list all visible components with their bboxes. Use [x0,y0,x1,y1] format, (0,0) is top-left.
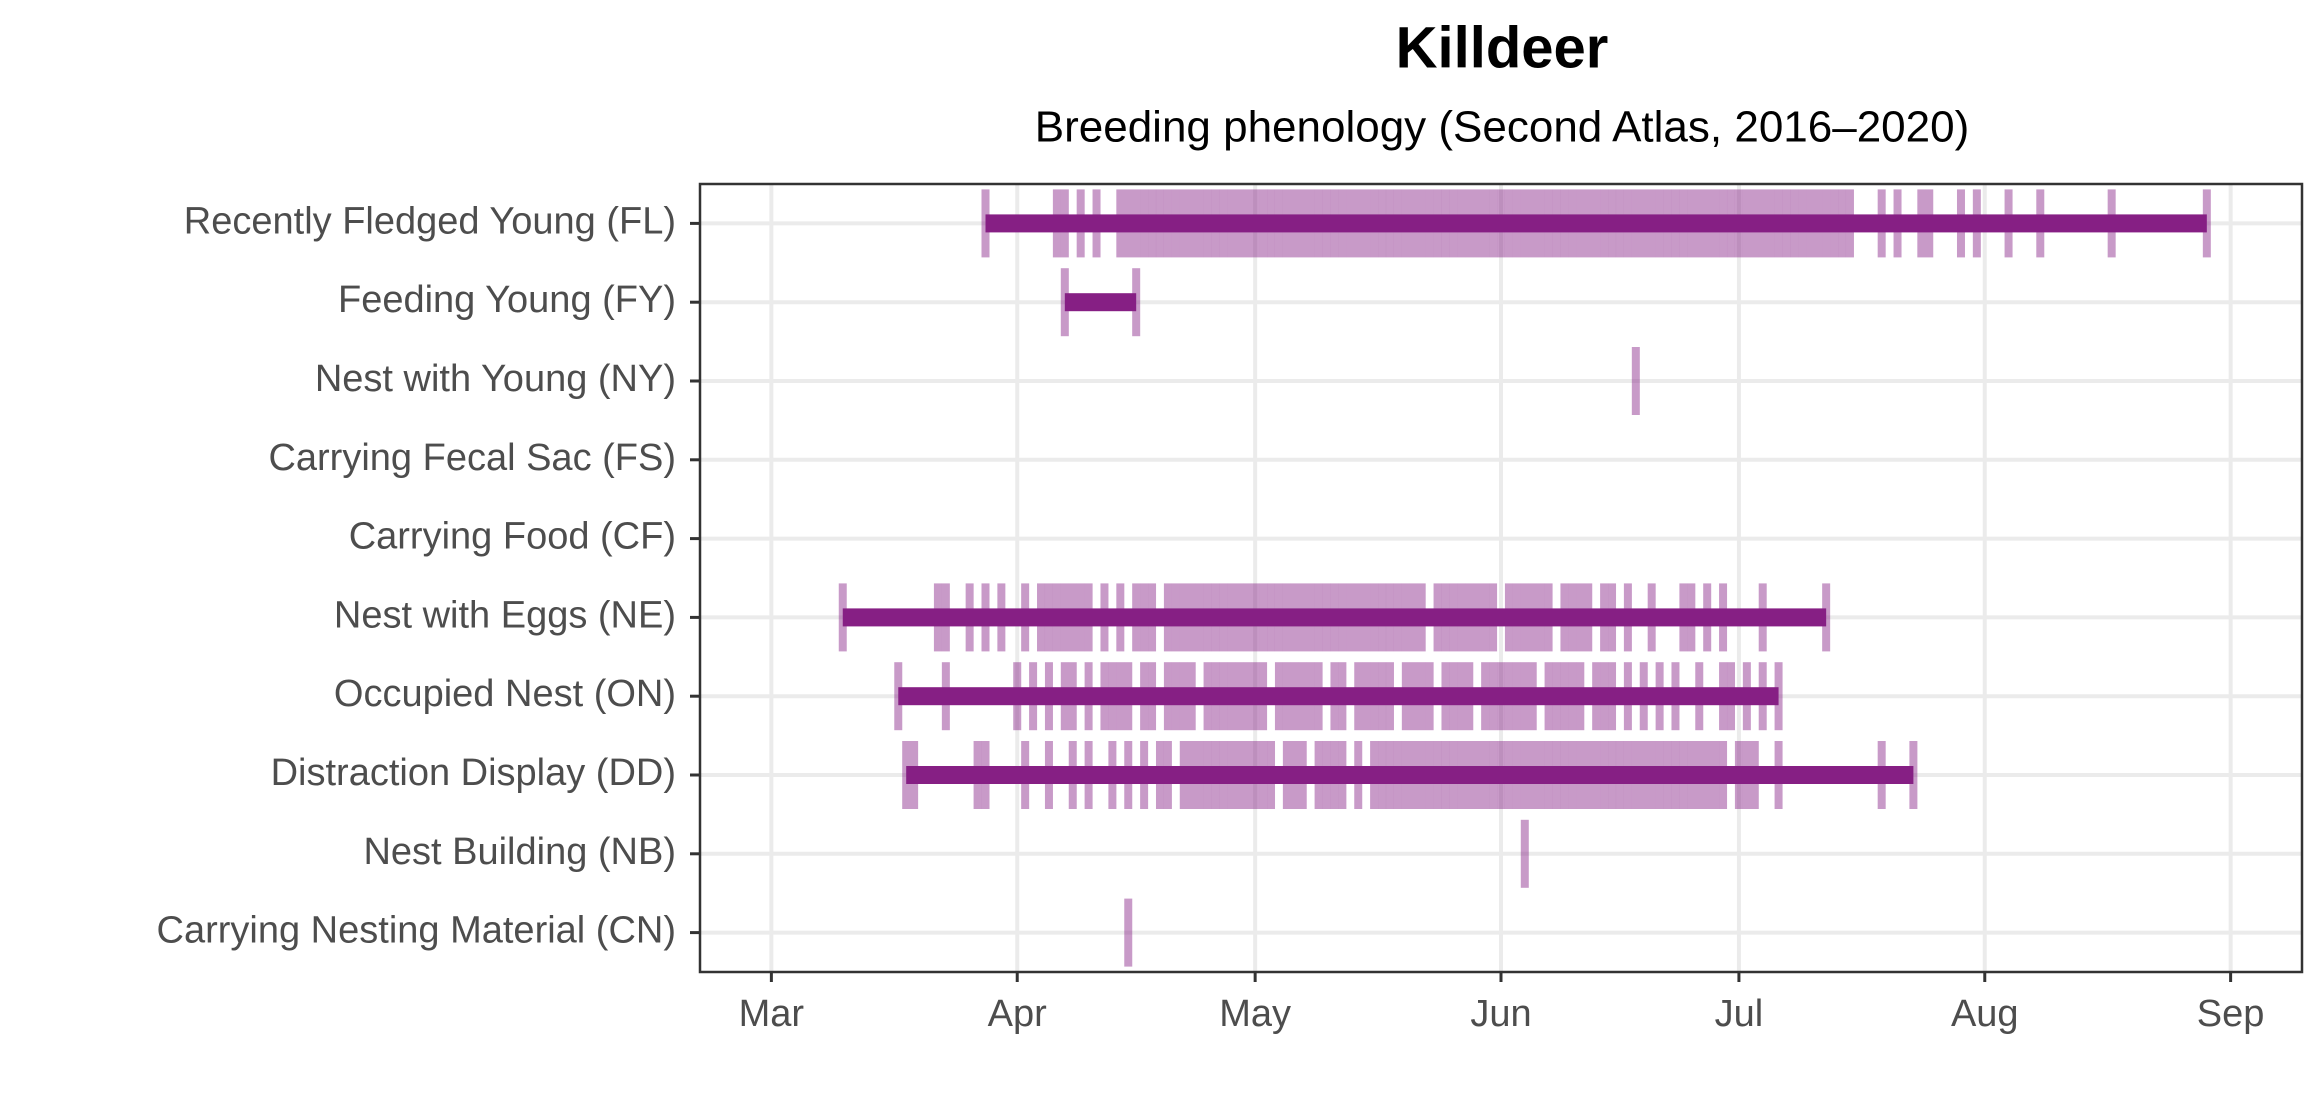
y-tick-label: Carrying Fecal Sac (FS) [268,437,676,479]
x-tick-label: Jun [1470,993,1531,1035]
observation-tick [1520,819,1529,888]
chart-title: Killdeer [1396,15,1609,80]
y-tick-label: Carrying Food (CF) [349,516,676,558]
x-tick-label: Apr [988,993,1047,1035]
range-bar [1064,293,1137,312]
y-tick-label: Nest with Eggs (NE) [334,594,676,636]
range-bar [985,214,2207,233]
y-tick-label: Nest Building (NB) [363,831,676,873]
x-tick-label: Mar [739,993,805,1035]
y-tick-label: Recently Fledged Young (FL) [184,200,676,242]
x-tick-label: Jul [1715,993,1764,1035]
y-tick-label: Distraction Display (DD) [271,752,676,794]
x-tick-label: May [1219,993,1291,1035]
y-tick-label: Nest with Young (NY) [315,358,676,400]
observation-tick [1631,347,1640,415]
range-bar [906,766,1914,784]
chart-subtitle: Breeding phenology (Second Atlas, 2016–2… [1035,103,1969,152]
observation-tick [1124,898,1133,967]
x-tick-label: Sep [2197,993,2265,1035]
y-tick-label: Carrying Nesting Material (CN) [157,910,676,952]
range-bar [898,687,1779,706]
y-tick-label: Occupied Nest (ON) [334,673,676,715]
plot-frame [698,182,2304,974]
x-tick-label: Aug [1951,993,2019,1035]
y-tick-label: Feeding Young (FY) [338,279,676,321]
range-bar [842,608,1827,627]
